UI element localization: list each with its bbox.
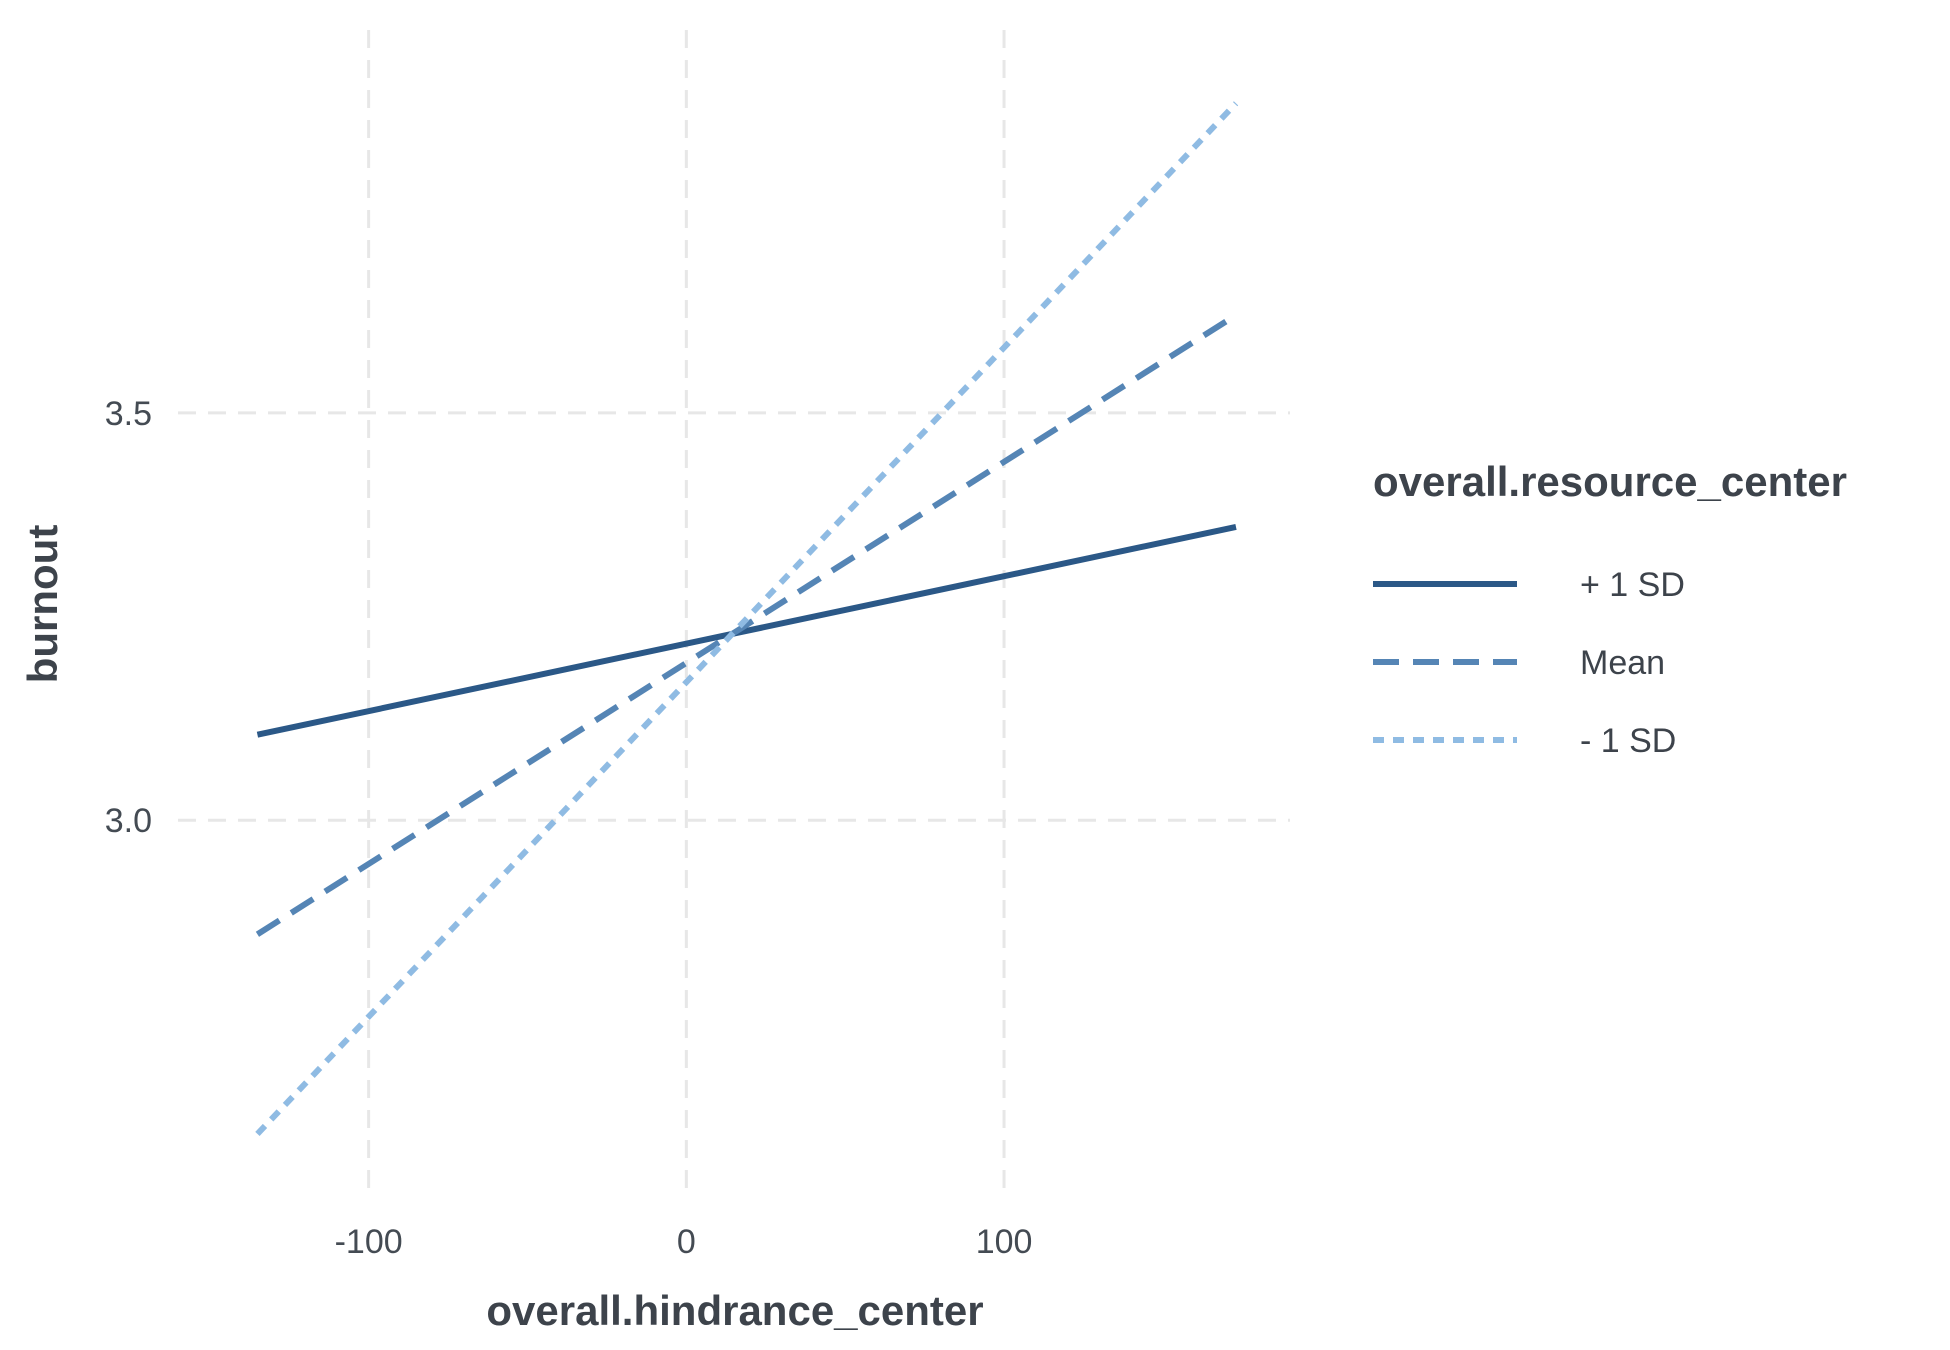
y-tick-label: 3.5 [105,395,152,433]
y-tick-label: 3.0 [105,802,152,840]
x-tick-label: 100 [976,1223,1033,1261]
legend-label-3: - 1 SD [1580,722,1676,760]
grid-lines [178,30,1290,1195]
legend-items: + 1 SD Mean - 1 SD [1373,566,1685,760]
y-axis-title: burnout [19,525,66,684]
tick-labels: -100 0 100 3.0 3.5 [105,395,1033,1261]
x-tick-label: 0 [677,1223,696,1261]
legend-label-1: + 1 SD [1580,566,1685,604]
series-line-3 [255,101,1239,1136]
x-tick-label: -100 [335,1223,403,1261]
series-line-1 [256,524,1237,738]
legend-label-2: Mean [1580,644,1665,682]
series-lines [255,101,1239,1136]
x-axis-title: overall.hindrance_center [486,1287,983,1334]
series-line-2 [255,312,1238,937]
legend-title: overall.resource_center [1373,458,1847,505]
legend: overall.resource_center + 1 SD Mean - 1 SD [1373,458,1847,760]
